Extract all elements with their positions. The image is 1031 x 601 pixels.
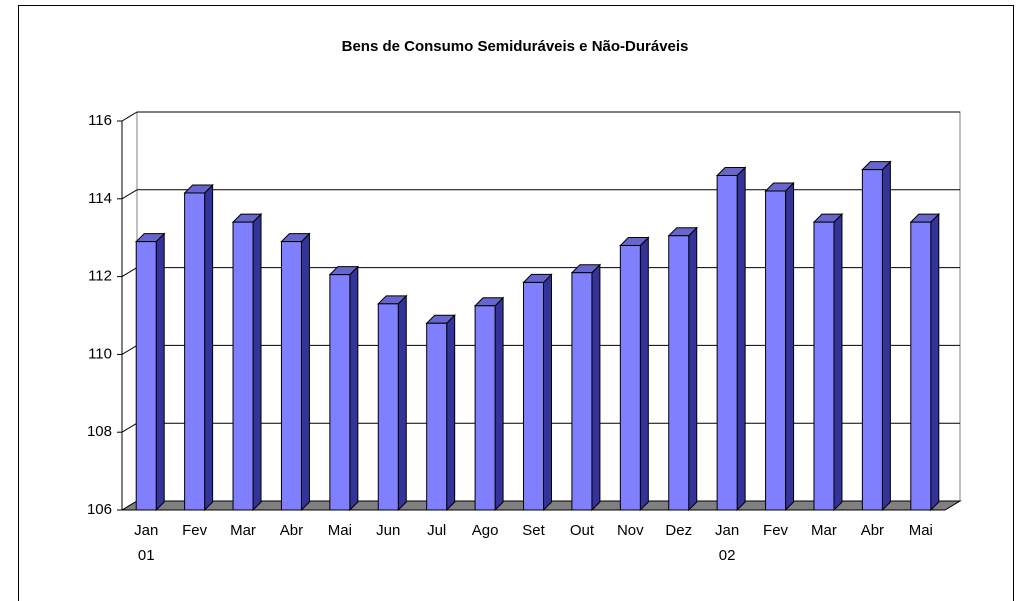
y-tick-label: 112 [88,268,112,285]
x-tick-label: Jan [715,522,739,539]
x-tick-label: Out [570,522,595,539]
x-tick-label: Nov [617,522,644,539]
x-group-label: 02 [719,547,736,564]
bar [910,221,932,511]
x-tick-label: Ago [472,522,499,539]
y-tick-label: 114 [88,190,112,207]
bar-side [881,160,891,512]
bar-side [155,232,165,512]
bar-side [494,296,504,512]
bar-side [930,212,940,512]
bar [474,305,496,511]
bar-side [591,263,601,512]
x-tick-label: Mar [230,522,256,539]
bar-side [833,212,843,512]
bar-side [397,294,407,512]
bar-side [785,181,795,512]
chart-title: Bens de Consumo Semiduráveis e Não-Duráv… [342,38,689,55]
bar-side [446,314,456,512]
bar [426,322,448,511]
bar-side [300,232,310,512]
grid-line [121,111,138,122]
bar [329,274,351,511]
bar [813,221,835,511]
bar [716,174,738,511]
bar [184,192,206,511]
bar-side [252,212,262,512]
bar [280,241,302,511]
bar [377,303,399,511]
bar-side [349,265,359,512]
x-tick-label: Dez [665,522,692,539]
bar [135,241,157,511]
x-tick-label: Jul [427,522,446,539]
x-tick-label: Abr [280,522,303,539]
x-tick-label: Set [522,522,545,539]
grid-line [121,267,138,278]
y-tick-label: 108 [87,423,112,440]
y-tick-label: 116 [88,112,112,129]
x-tick-label: Fev [182,522,208,539]
grid-line [121,189,138,200]
x-tick-label: Mar [811,522,837,539]
x-tick-label: Mai [909,522,933,539]
x-group-label: 01 [138,547,155,564]
grid-line [121,344,138,355]
x-tick-label: Mai [328,522,352,539]
grid-line [121,422,138,433]
x-tick-label: Abr [861,522,884,539]
x-tick-label: Jun [376,522,400,539]
bar [571,272,593,511]
bar [619,244,641,511]
bar-side [736,166,746,512]
x-tick-label: Fev [763,522,789,539]
bar-side [688,226,698,512]
y-tick-label: 106 [87,501,112,518]
bar [765,190,787,511]
y-tick-label: 110 [88,345,112,362]
x-tick-label: Jan [134,522,158,539]
bar-side [543,273,552,512]
bar [232,221,254,511]
bar [523,281,544,511]
bar-side [639,236,649,512]
bar-side [204,183,214,512]
bar [861,169,883,511]
bar [668,235,690,511]
